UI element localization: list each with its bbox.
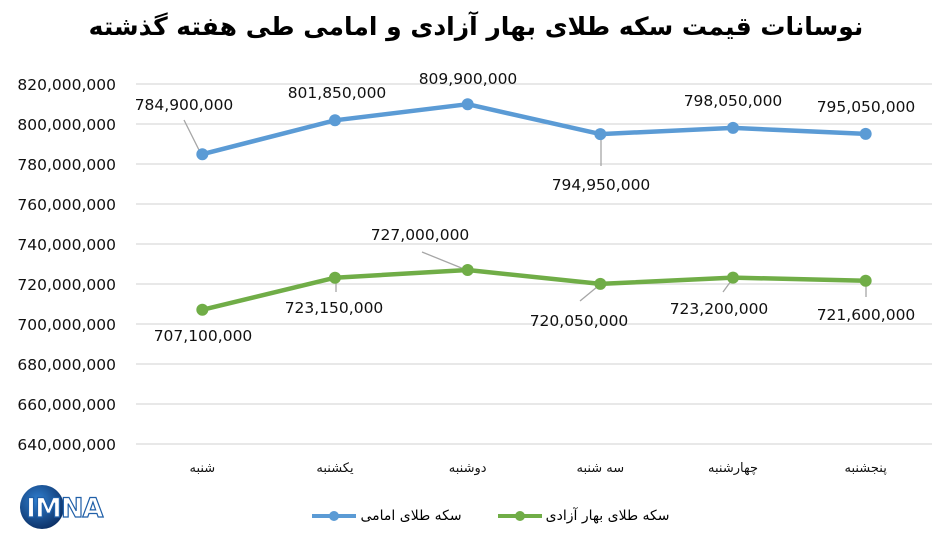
data-point-marker[interactable] <box>727 121 739 134</box>
y-tick-label: 680,000,000 <box>17 356 116 374</box>
y-tick-label: 640,000,000 <box>17 436 116 454</box>
series-line <box>200 101 868 157</box>
data-point-marker[interactable] <box>329 114 341 127</box>
y-tick-label: 760,000,000 <box>17 196 116 214</box>
data-label: 798,050,000 <box>684 92 783 110</box>
legend-item-emami[interactable]: سکه طلای امامی <box>310 508 462 524</box>
leader-line <box>421 251 465 270</box>
x-axis-ticks: شنبه یکشنبه دوشنبه سه شنبه چهارشنبه پنجشنبه <box>189 461 887 476</box>
x-tick-label: دوشنبه <box>449 461 487 476</box>
legend-line-marker-green-icon <box>497 511 542 521</box>
y-tick-label: 720,000,000 <box>17 276 116 294</box>
x-tick-label: یکشنبه <box>316 461 354 476</box>
y-tick-label: 800,000,000 <box>17 116 116 134</box>
data-point-marker[interactable] <box>859 127 872 140</box>
data-label: 720,050,000 <box>530 312 629 330</box>
chart-legend: سکه طلای امامی سکه طلای بهار آزادی <box>270 504 710 528</box>
data-label: 721,600,000 <box>817 306 916 324</box>
data-point-marker[interactable] <box>329 271 341 284</box>
data-point-marker[interactable] <box>594 128 607 141</box>
data-label: 723,200,000 <box>670 300 769 318</box>
series-emami <box>196 98 872 161</box>
y-tick-label: 700,000,000 <box>17 316 116 334</box>
data-point-marker[interactable] <box>461 264 474 276</box>
legend-line-marker-blue-icon <box>312 511 357 521</box>
imna-logo-icon: IMNA <box>20 485 105 529</box>
data-label: 809,900,000 <box>419 70 518 88</box>
data-point-marker[interactable] <box>196 148 209 161</box>
chart-title: نوسانات قیمت سکه طلای بهار آزادی و امامی… <box>88 12 864 41</box>
data-label: 794,950,000 <box>552 176 651 194</box>
legend-item-bahar-azadi[interactable]: سکه طلای بهار آزادی <box>496 508 670 524</box>
data-label: 707,100,000 <box>154 327 253 345</box>
series-bahar-azadi <box>196 264 872 316</box>
x-tick-label: سه شنبه <box>576 461 624 476</box>
data-point-marker[interactable] <box>727 271 739 284</box>
y-tick-label: 740,000,000 <box>17 236 116 254</box>
leader-line <box>183 119 200 151</box>
leader-line <box>579 286 598 302</box>
data-point-marker[interactable] <box>196 303 209 316</box>
leader-line <box>722 280 732 293</box>
legend-label-bahar-azadi: سکه طلای بهار آزادی <box>545 508 670 524</box>
y-tick-label: 820,000,000 <box>17 76 116 94</box>
data-label: 801,850,000 <box>288 84 387 102</box>
legend-label-emami: سکه طلای امامی <box>360 508 462 524</box>
x-tick-label: شنبه <box>189 461 215 476</box>
series-line <box>200 267 868 313</box>
data-label: 795,050,000 <box>817 98 916 116</box>
data-label-leader-lines <box>183 119 867 302</box>
svg-text:IMNA: IMNA <box>26 493 104 524</box>
data-label: 723,150,000 <box>285 299 384 317</box>
x-tick-label: چهارشنبه <box>708 461 758 476</box>
data-label: 784,900,000 <box>135 96 234 114</box>
data-point-marker[interactable] <box>859 274 872 287</box>
y-axis-ticks: 820,000,000 800,000,000 780,000,000 760,000… <box>17 76 116 454</box>
x-tick-label: پنجشنبه <box>844 461 887 476</box>
data-labels: 784,900,000 801,850,000 809,900,000 794,950… <box>135 70 916 345</box>
data-label: 727,000,000 <box>371 226 470 244</box>
data-point-marker[interactable] <box>594 277 607 290</box>
data-point-marker[interactable] <box>461 98 474 111</box>
y-tick-label: 660,000,000 <box>17 396 116 414</box>
gridlines <box>136 83 932 445</box>
y-tick-label: 780,000,000 <box>17 156 116 174</box>
